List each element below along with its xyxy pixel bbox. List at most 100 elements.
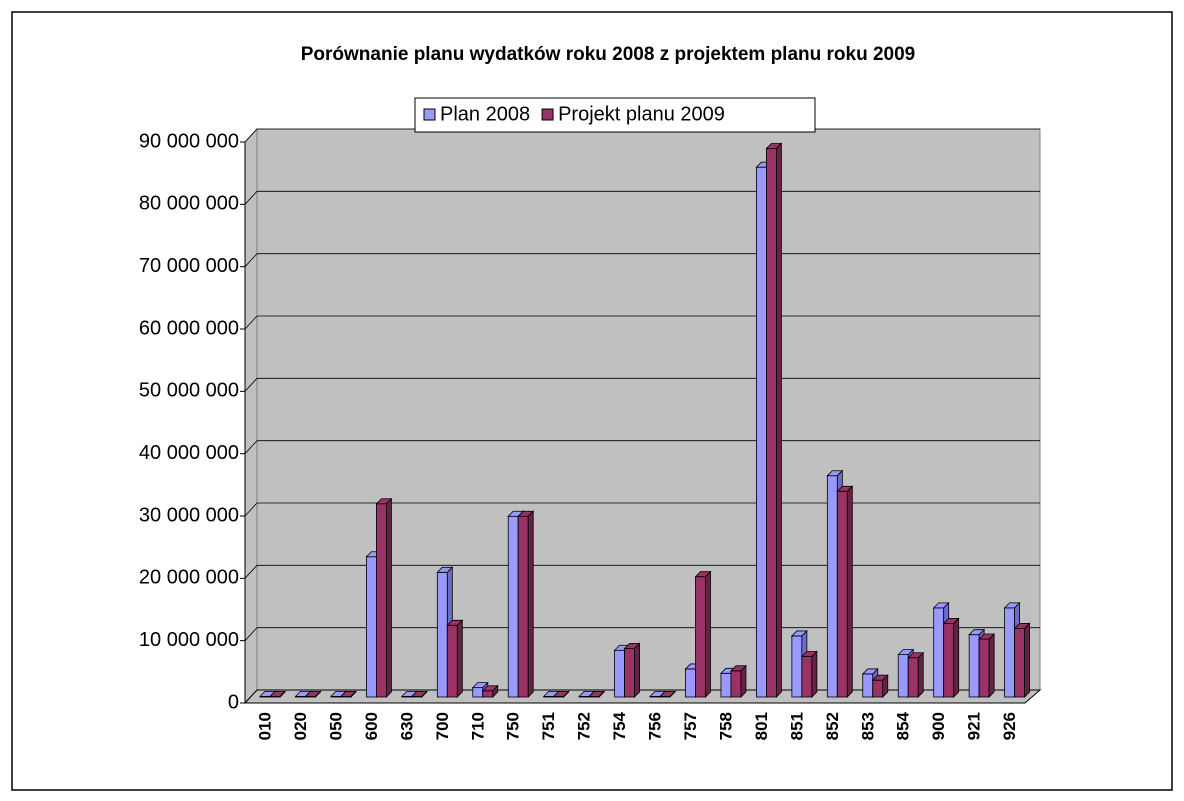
bar-front <box>446 624 458 698</box>
bar-side <box>669 690 676 698</box>
bar-front <box>507 515 519 698</box>
bar-front <box>624 647 635 698</box>
bar-front <box>720 672 732 698</box>
side-wall <box>244 127 258 705</box>
bar-side <box>776 142 782 698</box>
bar-side <box>386 497 392 698</box>
bar-side <box>846 485 853 698</box>
bar <box>304 690 322 698</box>
bar-side <box>421 690 428 698</box>
bar-front <box>1014 628 1025 698</box>
x-tick-label: 600 <box>362 712 381 740</box>
x-tick-label: 710 <box>468 712 487 740</box>
bar-side <box>456 619 463 698</box>
bar <box>659 690 677 698</box>
bar <box>623 642 641 698</box>
legend-swatch <box>541 108 554 121</box>
bar-front <box>897 654 909 698</box>
bar <box>765 142 783 698</box>
bar <box>871 674 889 698</box>
bar-front <box>862 673 874 698</box>
bar-side <box>1024 622 1030 698</box>
bar-front <box>826 475 838 698</box>
x-tick-label: 758 <box>716 712 735 740</box>
bar-front <box>436 571 448 698</box>
bar <box>269 690 287 698</box>
x-tick-label: 630 <box>397 712 416 740</box>
bar-front <box>766 148 777 698</box>
bar-side <box>705 570 711 698</box>
bar-side <box>953 617 960 698</box>
bar <box>517 510 535 698</box>
bar-front <box>695 576 706 698</box>
bar <box>339 690 357 698</box>
bar-front <box>685 668 696 698</box>
bar-front <box>517 515 529 698</box>
bar-front <box>907 657 919 698</box>
y-tick-label: 70 000 000 <box>139 255 239 277</box>
bar-front <box>482 690 494 698</box>
bar <box>729 664 747 698</box>
bar <box>375 497 393 698</box>
bar-side <box>563 690 570 698</box>
legend-label: Projekt planu 2009 <box>558 103 725 125</box>
bar-front <box>872 679 884 698</box>
x-tick-label: 926 <box>1000 712 1019 740</box>
bar-front <box>933 607 945 698</box>
bar-front <box>730 670 742 698</box>
bar-side <box>350 690 357 698</box>
bar-front <box>978 638 990 698</box>
bar-front <box>791 635 803 698</box>
x-tick-label: 801 <box>752 712 771 740</box>
bar-front <box>1004 607 1015 698</box>
bar-front <box>366 556 377 698</box>
legend-label: Plan 2008 <box>440 103 530 125</box>
y-tick-label: 0 <box>228 691 239 713</box>
bar <box>694 570 712 698</box>
x-tick-label: 754 <box>610 711 629 740</box>
x-tick-label: 010 <box>256 712 275 740</box>
bar <box>446 619 464 698</box>
x-tick-label: 921 <box>965 712 984 740</box>
x-tick-label: 751 <box>539 712 558 740</box>
bar-side <box>882 674 889 698</box>
bar-side <box>740 664 747 698</box>
x-tick-label: 900 <box>929 712 948 740</box>
x-tick-label: 853 <box>858 712 877 740</box>
x-tick-label: 020 <box>291 712 310 740</box>
bar-front <box>968 634 980 698</box>
y-tick-label: 60 000 000 <box>139 317 239 339</box>
bar-front <box>376 503 387 698</box>
bar <box>1013 622 1031 698</box>
bar-side <box>988 633 995 698</box>
chart-title: Porównanie planu wydatków roku 2008 z pr… <box>301 44 916 65</box>
x-tick-label: 851 <box>787 712 806 740</box>
bar-side <box>598 690 605 698</box>
x-tick-label: 700 <box>433 712 452 740</box>
bar <box>836 485 854 698</box>
bar <box>410 690 428 698</box>
bar <box>552 690 570 698</box>
bar <box>481 684 499 698</box>
x-tick-label: 050 <box>326 712 345 740</box>
bar <box>907 651 925 698</box>
legend-swatch <box>423 108 436 121</box>
y-tick-label: 80 000 000 <box>139 193 239 215</box>
bar-side <box>492 684 499 698</box>
bar-side <box>917 651 924 698</box>
x-tick-label: 752 <box>575 712 594 740</box>
bar <box>800 650 818 698</box>
x-tick-label: 757 <box>681 712 700 740</box>
y-tick-label: 30 000 000 <box>139 504 239 526</box>
y-tick-label: 20 000 000 <box>139 567 239 589</box>
bar-front <box>756 166 767 698</box>
x-tick-label: 854 <box>894 711 913 740</box>
bar <box>942 617 960 698</box>
y-tick-label: 40 000 000 <box>139 442 239 464</box>
x-tick-label: 852 <box>823 712 842 740</box>
bar-front <box>614 649 625 698</box>
bar-side <box>279 690 286 698</box>
y-tick-label: 10 000 000 <box>139 629 239 651</box>
bar-side <box>315 690 321 698</box>
